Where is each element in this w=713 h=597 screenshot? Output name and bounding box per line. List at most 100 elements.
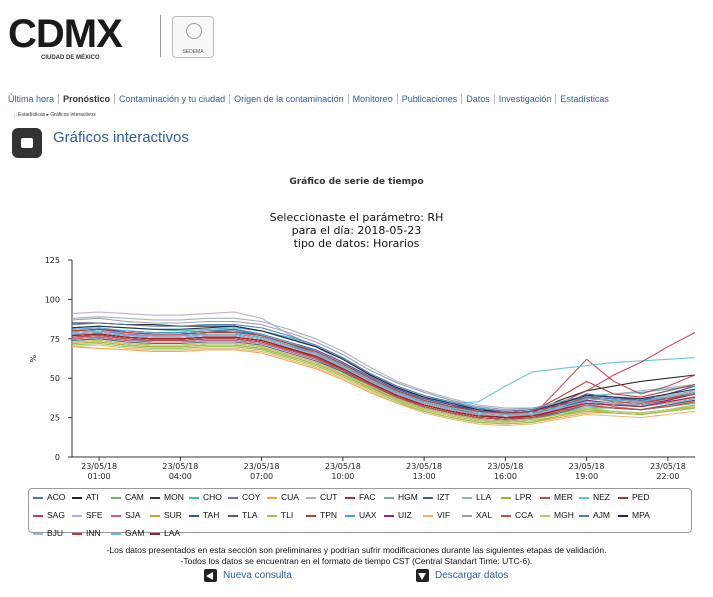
legend-swatch (462, 514, 472, 517)
legend-swatch (384, 514, 394, 517)
nav-item[interactable]: Investigación (495, 94, 557, 104)
nav-item[interactable]: Monitoreo (349, 94, 398, 104)
legend-swatch (228, 514, 238, 517)
legend-item-ped[interactable]: PED (618, 490, 657, 504)
legend-label: INN (86, 528, 101, 538)
series-line-mpa (71, 325, 696, 414)
legend-swatch (150, 514, 160, 517)
legend-item-sag[interactable]: SAG (33, 508, 72, 522)
legend-swatch (579, 496, 589, 499)
legend-item-fac[interactable]: FAC (345, 490, 384, 504)
series-line-gam (71, 331, 696, 415)
legend-item-mon[interactable]: MON (150, 490, 189, 504)
legend-label: SFE (86, 510, 103, 520)
legend-swatch (384, 496, 394, 499)
legend-item-lla[interactable]: LLA (462, 490, 501, 504)
legend-item-nez[interactable]: NEZ (579, 490, 618, 504)
legend-swatch (501, 496, 511, 499)
x-tick-date: 23/05/18 (569, 462, 605, 471)
legend-item-laa[interactable]: LAA (150, 526, 189, 540)
legend-item-coy[interactable]: COY (228, 490, 267, 504)
download-label: Descargar datos (435, 570, 509, 581)
logo-subtitle: CIUDAD DE MÉXICO (41, 55, 100, 61)
legend-item-ajm[interactable]: AJM (579, 508, 618, 522)
legend-item-mpa[interactable]: MPA (618, 508, 657, 522)
x-tick-date: 23/05/18 (162, 462, 198, 471)
legend-item-gam[interactable]: GAM (111, 526, 150, 540)
legend-label: ACO (47, 492, 66, 502)
legend-item-cam[interactable]: CAM (111, 490, 150, 504)
legend-label: SAG (47, 510, 65, 520)
nav-item[interactable]: Última hora (6, 94, 60, 104)
logo-wordmark: CDMX (8, 12, 123, 56)
series-line-vif (71, 344, 696, 427)
cdmx-logo[interactable]: CDMX CIUDAD DE MÉXICO (8, 12, 123, 61)
legend-item-aco[interactable]: ACO (33, 490, 72, 504)
legend-item-sfe[interactable]: SFE (72, 508, 111, 522)
legend-item-mer[interactable]: MER (540, 490, 579, 504)
legend-item-mgh[interactable]: MGH (540, 508, 579, 522)
legend-swatch (189, 496, 199, 499)
y-tick-label: 75 (50, 335, 60, 344)
back-arrow-icon (204, 569, 217, 582)
sedema-seal[interactable]: SEDEMA (172, 16, 214, 58)
main-nav: Última hora Pronóstico Contaminación y tu … (6, 88, 613, 110)
legend-item-uax[interactable]: UAX (345, 508, 384, 522)
legend-item-hgm[interactable]: HGM (384, 490, 423, 504)
legend-label: UAX (359, 510, 377, 520)
legend-swatch (111, 532, 121, 535)
legend-label: VIF (437, 510, 451, 520)
nav-item[interactable]: Datos (462, 94, 495, 104)
x-tick-date: 23/05/18 (81, 462, 117, 471)
legend-swatch (267, 496, 277, 499)
legend-swatch (345, 514, 355, 517)
legend-item-xal[interactable]: XAL (462, 508, 501, 522)
download-arrow-icon (416, 569, 429, 582)
page-title: Gráficos interactivos (53, 129, 189, 146)
x-tick-time: 13:00 (413, 472, 436, 481)
legend-label: PED (632, 492, 650, 502)
legend-item-lpr[interactable]: LPR (501, 490, 540, 504)
download-data-link[interactable]: Descargar datos (416, 569, 508, 582)
nav-item[interactable]: Origen de la contaminación (230, 94, 349, 104)
legend-item-izt[interactable]: IZT (423, 490, 462, 504)
legend-item-cut[interactable]: CUT (306, 490, 345, 504)
legend-item-inn[interactable]: INN (72, 526, 111, 540)
legend-swatch (228, 496, 238, 499)
series-line-lpr (71, 339, 696, 422)
legend-item-bju[interactable]: BJU (33, 526, 72, 540)
legend-item-uiz[interactable]: UIZ (384, 508, 423, 522)
legend-label: XAL (476, 510, 493, 520)
legend-item-tla[interactable]: TLA (228, 508, 267, 522)
legend-item-vif[interactable]: VIF (423, 508, 462, 522)
legend-item-sja[interactable]: SJA (111, 508, 150, 522)
legend-swatch (72, 514, 82, 517)
nav-item[interactable]: Pronóstico (59, 94, 116, 104)
legend-swatch (72, 496, 82, 499)
nav-item[interactable]: Estadísticas (560, 94, 609, 104)
series-line-cua (71, 346, 696, 425)
legend-item-cho[interactable]: CHO (189, 490, 228, 504)
legend-label: FAC (359, 492, 376, 502)
disclaimer-line: -Los datos presentados en esta sección s… (106, 545, 607, 555)
legend-swatch (579, 514, 589, 517)
chart-title-line: Seleccionaste el parámetro: RH (269, 211, 444, 224)
nav-item[interactable]: Publicaciones (398, 94, 463, 104)
legend-swatch (33, 496, 43, 499)
x-tick-time: 19:00 (575, 472, 598, 481)
y-tick-label: 50 (50, 374, 60, 383)
nav-item[interactable]: Contaminación y tu ciudad (115, 94, 231, 104)
legend-item-sur[interactable]: SUR (150, 508, 189, 522)
legend-item-tpn[interactable]: TPN (306, 508, 345, 522)
x-tick-time: 07:00 (250, 472, 273, 481)
legend-swatch (189, 514, 199, 517)
legend-item-tli[interactable]: TLI (267, 508, 306, 522)
legend-item-cua[interactable]: CUA (267, 490, 306, 504)
time-series-chart[interactable]: 0255075100125%23/05/1801:0023/05/1804:00… (0, 250, 713, 486)
legend-label: SJA (125, 510, 141, 520)
legend-item-cca[interactable]: CCA (501, 508, 540, 522)
legend-item-tah[interactable]: TAH (189, 508, 228, 522)
legend-swatch (501, 514, 511, 517)
new-query-link[interactable]: Nueva consulta (204, 569, 292, 582)
legend-item-ati[interactable]: ATI (72, 490, 111, 504)
